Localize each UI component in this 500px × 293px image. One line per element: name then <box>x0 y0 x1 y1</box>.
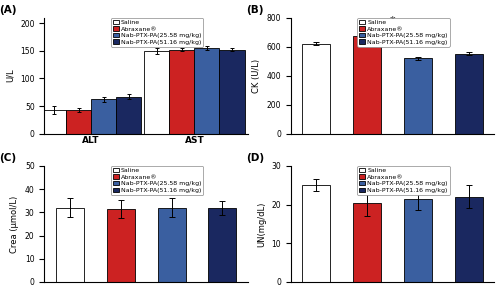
Bar <box>354 36 381 134</box>
Text: (B): (B) <box>246 5 264 15</box>
Bar <box>106 209 134 282</box>
Y-axis label: CK (U/L): CK (U/L) <box>252 59 261 93</box>
Y-axis label: UN(mg/dL): UN(mg/dL) <box>257 201 266 247</box>
Bar <box>91 99 116 134</box>
Bar <box>56 208 84 282</box>
Text: (C): (C) <box>0 153 16 163</box>
Bar <box>404 199 432 282</box>
Text: *: * <box>390 16 396 25</box>
Bar <box>194 48 220 134</box>
Bar <box>66 110 91 134</box>
Bar <box>170 50 194 134</box>
Bar <box>455 197 483 282</box>
Bar <box>220 50 244 134</box>
Text: (D): (D) <box>246 153 264 163</box>
Bar <box>354 203 381 282</box>
Y-axis label: Crea (μmol/L): Crea (μmol/L) <box>10 195 20 253</box>
Legend: Saline, Abraxane®, Nab-PTX-PA(25.58 mg/kg), Nab-PTX-PA(51.16 mg/kg): Saline, Abraxane®, Nab-PTX-PA(25.58 mg/k… <box>358 166 450 195</box>
Legend: Saline, Abraxane®, Nab-PTX-PA(25.58 mg/kg), Nab-PTX-PA(51.16 mg/kg): Saline, Abraxane®, Nab-PTX-PA(25.58 mg/k… <box>110 18 203 47</box>
Bar <box>41 110 66 134</box>
Bar <box>404 58 432 134</box>
Bar <box>302 44 330 134</box>
Text: (A): (A) <box>0 5 17 15</box>
Legend: Saline, Abraxane®, Nab-PTX-PA(25.58 mg/kg), Nab-PTX-PA(51.16 mg/kg): Saline, Abraxane®, Nab-PTX-PA(25.58 mg/k… <box>110 166 203 195</box>
Bar <box>302 185 330 282</box>
Bar <box>116 97 141 134</box>
Bar <box>144 51 170 134</box>
Bar <box>455 54 483 134</box>
Bar <box>158 208 186 282</box>
Y-axis label: U/L: U/L <box>6 69 15 83</box>
Bar <box>208 208 236 282</box>
Legend: Saline, Abraxane®, Nab-PTX-PA(25.58 mg/kg), Nab-PTX-PA(51.16 mg/kg): Saline, Abraxane®, Nab-PTX-PA(25.58 mg/k… <box>358 18 450 47</box>
